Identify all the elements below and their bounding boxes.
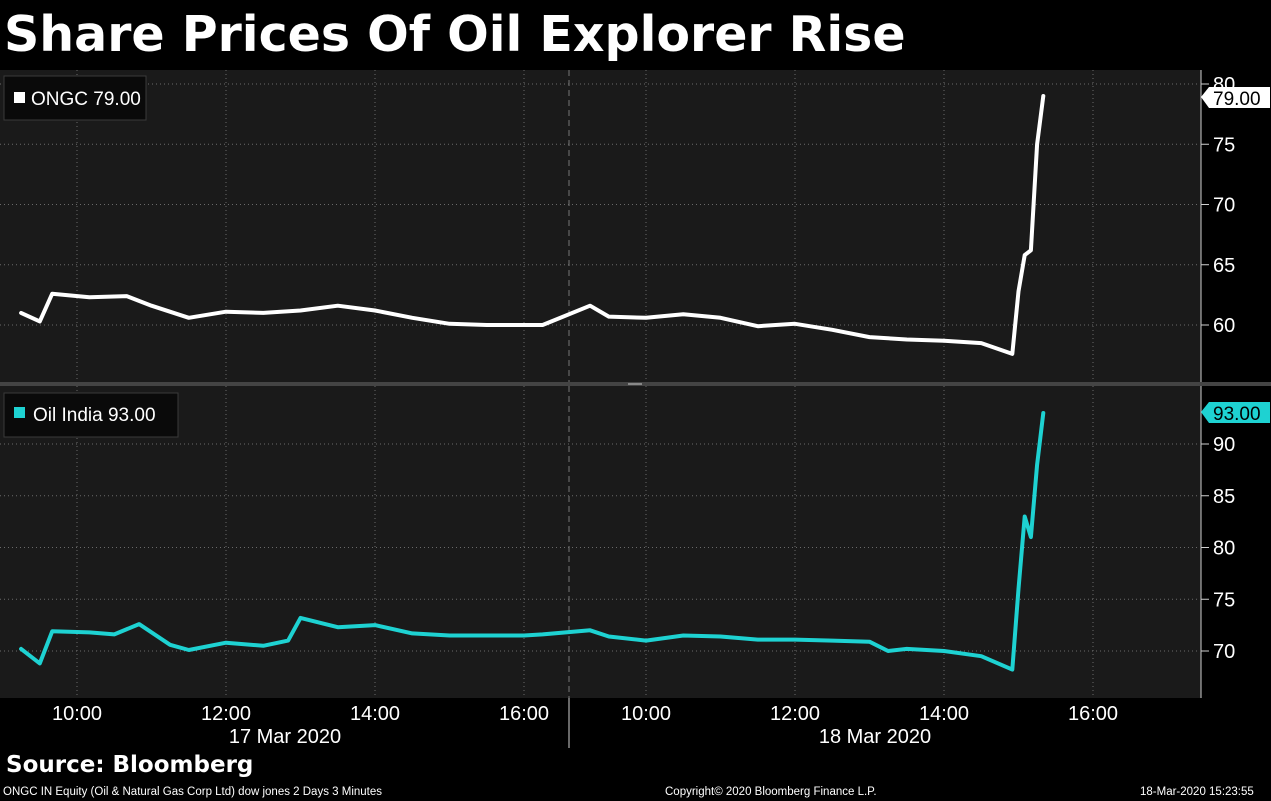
y-tick-label: 90 [1213, 434, 1235, 456]
chart-title: Share Prices Of Oil Explorer Rise [4, 6, 906, 63]
x-tick-label: 12:00 [201, 703, 251, 725]
x-tick-label: 12:00 [770, 703, 820, 725]
x-tick-label: 16:00 [499, 703, 549, 725]
oil-india-legend-swatch [14, 407, 25, 418]
ongc-last-value: 79.00 [1213, 89, 1261, 110]
ongc-last-value-tag: 79.00 [1201, 87, 1270, 110]
oil-india-legend-label: Oil India 93.00 [33, 405, 156, 426]
x-tick-label: 10:00 [52, 703, 102, 725]
footer: ONGC IN Equity (Oil & Natural Gas Corp L… [0, 783, 1271, 801]
ongc-legend: ONGC 79.00 [3, 75, 147, 121]
day-label-18-mar: 18 Mar 2020 [819, 726, 931, 748]
x-tick-label: 10:00 [621, 703, 671, 725]
x-tick-label: 14:00 [919, 703, 969, 725]
ongc-legend-swatch [14, 92, 25, 103]
footer-timestamp: 18-Mar-2020 15:23:55 [1140, 786, 1254, 798]
source-label: Source: Bloomberg [6, 752, 254, 778]
oil-india-legend: Oil India 93.00 [3, 392, 179, 438]
y-tick-label: 75 [1213, 589, 1235, 611]
y-tick-label: 70 [1213, 195, 1235, 217]
y-tick-label: 60 [1213, 315, 1235, 337]
y-tick-label: 70 [1213, 641, 1235, 663]
ongc-panel [0, 70, 1201, 382]
footer-security: ONGC IN Equity (Oil & Natural Gas Corp L… [3, 786, 383, 798]
y-tick-label: 85 [1213, 486, 1235, 508]
y-tick-label: 80 [1213, 538, 1235, 560]
day-label-17-mar: 17 Mar 2020 [229, 726, 341, 748]
oil-india-last-value-tag: 93.00 [1201, 402, 1270, 425]
y-tick-label: 65 [1213, 255, 1235, 277]
footer-copyright: Copyright© 2020 Bloomberg Finance L.P. [665, 786, 877, 798]
y-tick-label: 75 [1213, 134, 1235, 156]
splitter-grip[interactable] [628, 383, 642, 385]
x-axis-area [0, 698, 1201, 748]
x-tick-label: 14:00 [350, 703, 400, 725]
oil-india-series-line [19, 411, 1046, 672]
ongc-series-line [19, 94, 1046, 356]
x-tick-label: 16:00 [1068, 703, 1118, 725]
ongc-legend-label: ONGC 79.00 [31, 89, 141, 110]
oil-india-last-value: 93.00 [1213, 404, 1261, 425]
